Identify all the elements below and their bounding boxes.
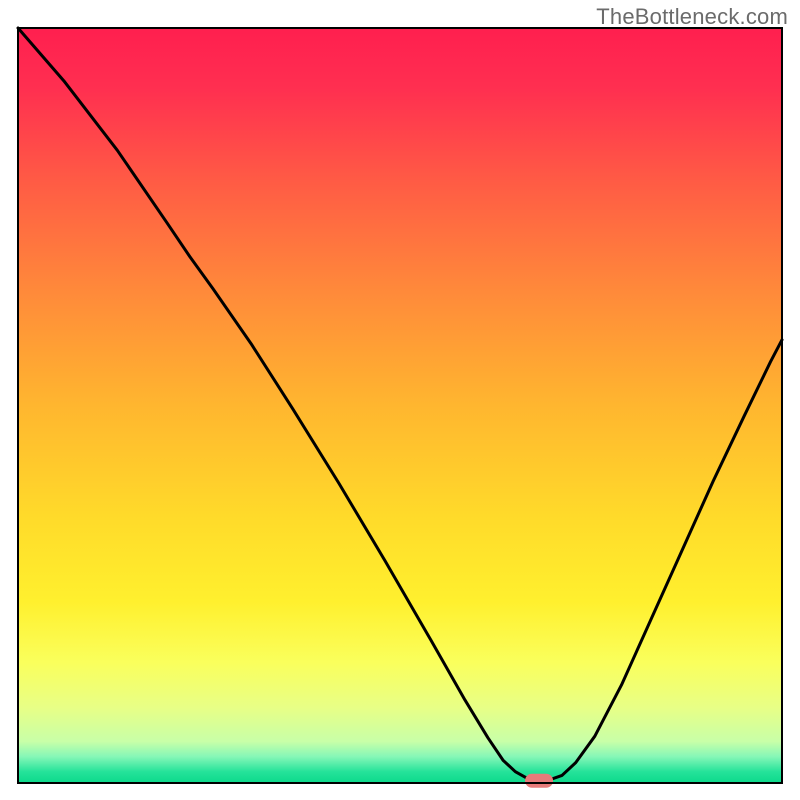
gradient-background [18, 28, 782, 783]
chart-stage: TheBottleneck.com [0, 0, 800, 800]
chart-svg [0, 0, 800, 800]
optimal-marker [525, 774, 553, 788]
